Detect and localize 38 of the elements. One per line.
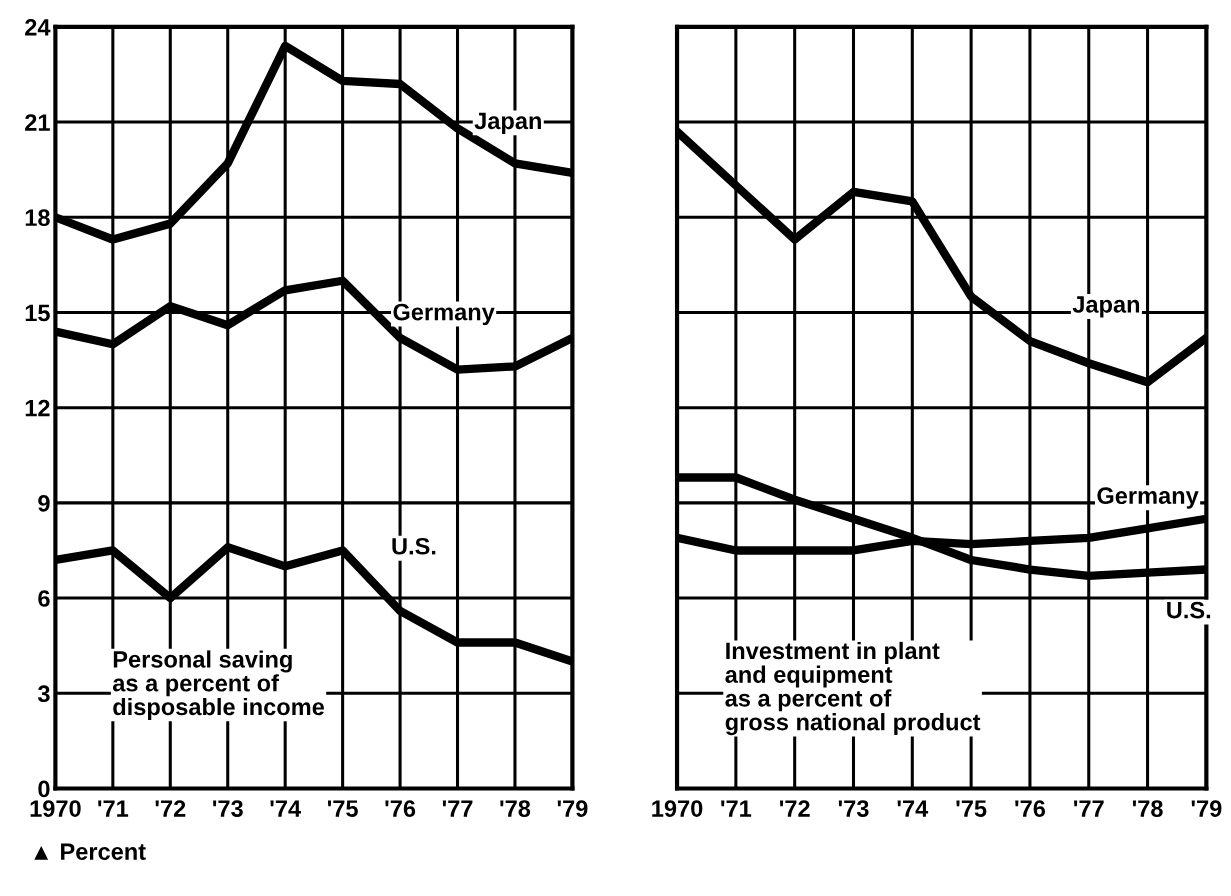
- series-label: Japan: [474, 112, 541, 134]
- text: ▲ Percent: [34, 843, 146, 860]
- y-tick-label: 3: [37, 685, 50, 703]
- x-tick-label: '75: [327, 800, 358, 817]
- y-tick-label: 6: [38, 590, 50, 607]
- y-tick-label: 9: [38, 494, 50, 512]
- y-tick-label: 12: [25, 399, 50, 417]
- y-tick-label: 24: [25, 18, 51, 36]
- y-tick-label: 0: [38, 780, 50, 798]
- x-tick-label: '75: [956, 800, 987, 817]
- x-tick-label: '74: [897, 800, 929, 817]
- x-tick-label: '73: [838, 800, 869, 817]
- annotation: Investment in plant and equipment as a percent of gross national product: [725, 641, 981, 736]
- x-tick-label: 1970: [30, 800, 81, 817]
- annotation: Personal saving as a percent of disposable income: [112, 650, 325, 720]
- series-label: U.S.: [1167, 601, 1211, 619]
- x-tick-label: '76: [385, 800, 416, 817]
- y-tick-label: 18: [25, 209, 50, 227]
- x-tick-label: '78: [1132, 800, 1163, 817]
- x-tick-label: '76: [1015, 800, 1046, 817]
- series-label: Japan: [1072, 296, 1140, 318]
- x-tick-label: '72: [155, 800, 186, 817]
- x-tick-label: '78: [500, 800, 531, 817]
- series-label: U.S.: [392, 537, 436, 555]
- x-tick-label: '72: [780, 800, 810, 817]
- x-tick-label: '71: [98, 800, 129, 817]
- series-label: Germany: [1097, 487, 1199, 509]
- x-tick-label: '77: [1074, 800, 1104, 817]
- x-tick-label: '79: [557, 800, 588, 817]
- y-tick-label: 15: [25, 304, 50, 322]
- x-tick-label: '73: [213, 800, 243, 817]
- x-tick-label: '74: [270, 800, 301, 817]
- x-tick-label: '79: [1191, 800, 1222, 817]
- y-tick-label: 21: [25, 114, 50, 131]
- x-tick-label: '71: [721, 800, 752, 817]
- x-tick-label: '77: [442, 800, 473, 817]
- series-label: Germany: [393, 303, 495, 326]
- x-tick-label: 1970: [652, 800, 703, 817]
